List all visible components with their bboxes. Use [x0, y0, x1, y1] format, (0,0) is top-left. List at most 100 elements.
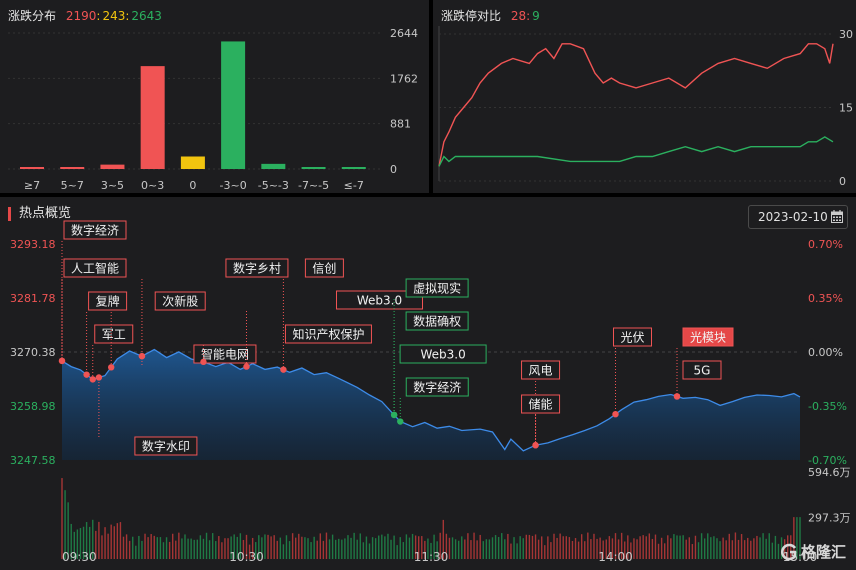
y-tick-label-pct: 0.35% [808, 292, 843, 305]
index-chart: 3293.18 0.70% 3281.78 0.35% 3270.38 0.00% 3258… [10, 220, 851, 564]
hot-overview-panel: 3293.18 0.70% 3281.78 0.35% 3270.38 0.00% 3258… [0, 197, 856, 570]
annotation-box [405, 377, 469, 397]
y-tick-label: 0 [390, 163, 397, 176]
y-tick-label: 1762 [390, 72, 418, 85]
distribution-title-row: 涨跌分布 2190: 243: 2643 [8, 7, 162, 24]
x-tick-label: 09:30 [62, 550, 97, 564]
annotation-label: 光伏 [620, 331, 644, 345]
bar [140, 66, 165, 169]
y-tick-label: 30 [839, 28, 853, 41]
annotation-box [405, 311, 469, 331]
annotation-box [304, 258, 344, 278]
x-tick-label: 0~3 [141, 179, 164, 192]
up-count: 2190 [65, 9, 97, 23]
y-tick-label: 881 [390, 118, 411, 131]
annotation-dot [83, 371, 90, 378]
bar [261, 163, 286, 169]
volume-tick-label: 594.6万 [808, 466, 851, 479]
x-tick-label: 14:00 [598, 550, 633, 564]
x-tick-label: 10:30 [229, 550, 264, 564]
annotation-box [154, 291, 206, 311]
annotation-box [63, 220, 127, 240]
annotation-label: 数据确权 [413, 314, 461, 329]
annotation-label: 复牌 [96, 295, 120, 309]
y-tick-label: 0 [839, 175, 846, 188]
annotation-label: 光模块 [690, 331, 726, 345]
distribution-chart: 2644 1762 881 0 ≥7 5~7 3~5 0~3 0 -3~0 -5~-3 -7~-5 ≤-… [8, 27, 418, 192]
down-count: 2643 [131, 9, 162, 23]
volume-tick-label: 297.3万 [808, 512, 851, 525]
annotation-label: 军工 [102, 328, 126, 342]
y-tick-label: 15 [839, 102, 853, 115]
annotation-label: 数字经济 [413, 380, 461, 395]
distribution-panel: 涨跌分布 2190: 243: 2643 2644 1762 881 0 ≥7 5~7 3~5 0… [0, 0, 429, 193]
ratio-chart: 30 15 0 [438, 26, 853, 188]
annotation-box [521, 394, 561, 414]
y-tick-label: 3258.98 [10, 400, 56, 413]
x-tick-label: 0 [189, 179, 196, 192]
annotation-dot [89, 376, 96, 383]
annotation-label: 人工智能 [71, 261, 119, 276]
annotation-label: 知识产权保护 [292, 328, 364, 342]
bar [221, 41, 246, 170]
x-tick-label: ≤-7 [344, 179, 364, 192]
annotation-label: Web3.0 [420, 348, 465, 362]
x-tick-label: 3~5 [101, 179, 124, 192]
x-tick-label: 11:30 [414, 550, 449, 564]
y-tick-label: 3293.18 [10, 238, 56, 251]
limit-down-count: 9 [532, 9, 540, 23]
price-area [62, 349, 800, 460]
annotation-box [225, 258, 289, 278]
annotation-label: 虚拟现实 [413, 281, 461, 296]
y-tick-label-pct: 0.70% [808, 238, 843, 251]
bar [100, 164, 125, 169]
x-tick-label: -3~0 [220, 179, 247, 192]
y-tick-label: 3270.38 [10, 346, 56, 359]
bar [60, 167, 85, 169]
annotation-box [134, 436, 198, 456]
x-tick-label: 5~7 [61, 179, 84, 192]
annotation-label: 数字经济 [71, 223, 119, 238]
annotation-dot [673, 393, 681, 400]
series-line [438, 43, 834, 167]
separator: : [526, 9, 531, 23]
y-tick-label-pct: -0.70% [808, 454, 847, 467]
y-tick-label-pct: 0.00% [808, 346, 843, 359]
annotation-box [399, 344, 487, 364]
bar [20, 167, 44, 169]
annotation-box [63, 258, 127, 278]
annotation-dot [200, 358, 207, 366]
annotation-box [193, 344, 257, 364]
annotation-box [88, 291, 128, 311]
x-tick-label: -5~-3 [258, 179, 289, 192]
separator: : [125, 9, 130, 23]
annotation-box [284, 324, 372, 344]
date-picker[interactable]: 2023-02-10 [748, 205, 848, 229]
annotation-label: 5G [694, 364, 711, 378]
annotation-box [682, 360, 722, 380]
annotation-dot [138, 352, 146, 360]
x-tick-label: ≥7 [24, 179, 40, 192]
bar [180, 156, 205, 169]
annotation-dot [612, 410, 619, 418]
ratio-title: 涨跌停对比 [441, 9, 502, 23]
annotation-box [613, 327, 652, 347]
limit-up-count: 28 [510, 9, 527, 23]
annotation-dot [280, 366, 287, 373]
bar [301, 167, 326, 169]
y-tick-label-pct: -0.35% [808, 400, 847, 413]
separator: : [96, 9, 101, 23]
watermark: 格隆汇 [780, 541, 846, 562]
annotation-dot [58, 357, 66, 365]
annotation-dot [95, 374, 103, 381]
annotation-label: 智能电网 [201, 347, 249, 362]
ratio-title-row: 涨跌停对比 28: 9 [441, 7, 540, 24]
annotation-box [405, 278, 469, 298]
annotation-label: Web3.0 [357, 294, 402, 308]
annotation-label: 数字水印 [142, 439, 190, 454]
annotation-dot [390, 411, 398, 419]
annotation-dot [108, 364, 115, 371]
annotation-label: 信创 [312, 262, 336, 276]
bar [341, 167, 366, 169]
date-value: 2023-02-10 [758, 210, 828, 224]
